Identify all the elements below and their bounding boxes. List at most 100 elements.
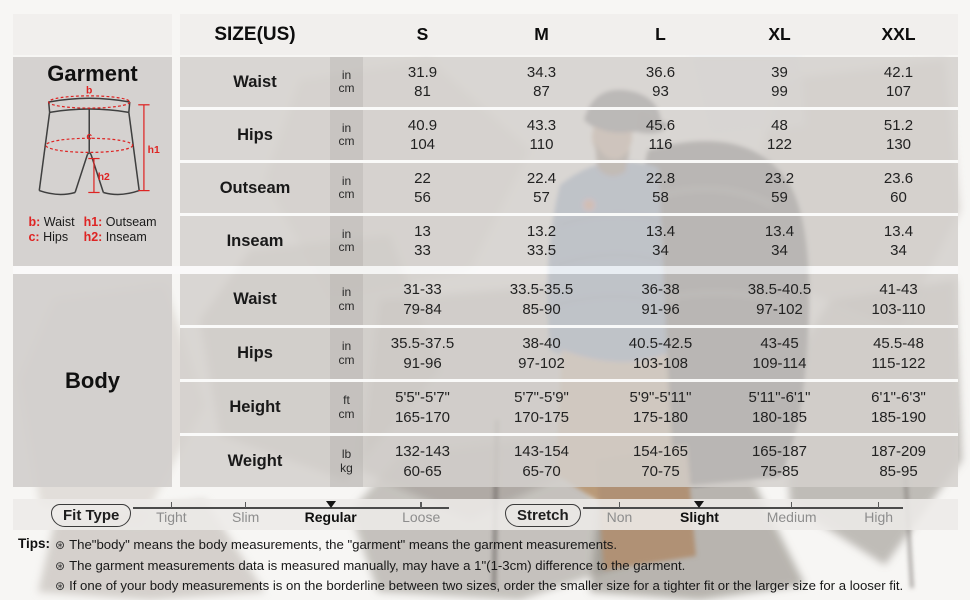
size-value-cell: 31.9 81 <box>363 57 482 107</box>
value-secondary: 56 <box>414 189 431 206</box>
size-value-cell: 5'9"-5'11" 175-180 <box>601 382 720 433</box>
size-value-cell: 5'11"-6'1" 180-185 <box>720 382 839 433</box>
value-secondary: 165-170 <box>394 408 451 426</box>
tick-icon <box>877 502 880 508</box>
legend-label: Outseam <box>105 215 157 229</box>
value-secondary: 57 <box>533 189 550 206</box>
value-secondary: 109-114 <box>752 354 807 372</box>
value-secondary: 122 <box>766 136 793 153</box>
fit-option: Loose <box>402 499 440 530</box>
size-value-cell: 34.3 87 <box>482 57 601 107</box>
value-primary: 154-165 <box>632 443 689 460</box>
size-value-cell: 143-154 65-70 <box>482 436 601 487</box>
size-value-cell: 13.4 34 <box>839 216 958 266</box>
value-secondary: 70-75 <box>641 462 680 480</box>
fit-option-label: Slight <box>680 509 719 525</box>
shorts-diagram: b c h1 h2 <box>38 85 160 196</box>
table-header-row: SIZE(US) S M L XL XXL <box>180 14 958 55</box>
value-secondary: 34 <box>771 242 788 259</box>
unit-cell: in cm <box>330 163 363 213</box>
fit-bar: Fit Type Tight Slim Regular Loose Stretch N… <box>13 499 958 530</box>
value-primary: 31.9 <box>407 63 438 81</box>
tip-text: The garment measurements data is measure… <box>69 557 686 573</box>
value-secondary: 180-185 <box>751 408 808 426</box>
value-primary: 35.5-37.5 <box>390 335 455 352</box>
size-value-cell: 165-187 75-85 <box>720 436 839 487</box>
bullet-icon: ⊛ <box>55 558 66 573</box>
size-value-cell: 35.5-37.5 91-96 <box>363 328 482 379</box>
value-primary: 38-40 <box>522 335 561 352</box>
size-value-cell: 154-165 70-75 <box>601 436 720 487</box>
unit-bottom: cm <box>338 187 355 201</box>
value-primary: 51.2 <box>883 116 914 134</box>
value-secondary: 91-96 <box>403 354 442 372</box>
value-secondary: 115-122 <box>871 354 926 372</box>
scale-track-line <box>582 507 903 509</box>
unit-cell: in cm <box>330 57 363 107</box>
fit-type-scale: Fit Type Tight Slim Regular Loose <box>51 499 463 530</box>
size-value-cell: 39 99 <box>720 57 839 107</box>
fit-option: Tight <box>156 499 187 530</box>
value-secondary: 97-102 <box>756 300 803 318</box>
measurement-label: Waist <box>233 290 277 308</box>
value-primary: 42.1 <box>883 63 914 81</box>
value-primary: 45.6 <box>645 116 676 134</box>
value-secondary: 65-70 <box>522 462 561 480</box>
value-primary: 23.6 <box>883 169 914 187</box>
value-primary: 39 <box>771 63 788 81</box>
value-secondary: 91-96 <box>641 300 680 318</box>
tick-icon <box>244 502 247 508</box>
value-primary: 40.9 <box>407 116 438 134</box>
value-primary: 13.4 <box>883 222 914 240</box>
value-secondary: 99 <box>771 83 788 100</box>
unit-bottom: kg <box>340 460 353 475</box>
value-primary: 33.5-35.5 <box>509 281 574 298</box>
value-secondary: 85-90 <box>522 300 561 318</box>
unit-bottom: cm <box>338 406 355 421</box>
selected-marker-icon <box>325 501 336 508</box>
value-secondary: 59 <box>771 189 788 206</box>
legend-item-hips: c: Hips <box>28 230 74 245</box>
fit-option-label: Medium <box>766 509 817 525</box>
legend-key: h2: <box>83 230 103 244</box>
unit-cell: in cm <box>330 328 363 379</box>
value-secondary: 170-175 <box>513 408 570 426</box>
tips-list: ⊛ The"body" means the body measurements, … <box>55 535 962 597</box>
value-secondary: 34 <box>890 242 907 259</box>
value-primary: 40.5-42.5 <box>628 335 693 352</box>
legend-item-waist: b: Waist <box>28 215 74 230</box>
size-value-cell: 13 33 <box>363 216 482 266</box>
value-primary: 23.2 <box>764 169 795 187</box>
unit-top: ft <box>343 393 350 407</box>
garment-panel: Garment <box>13 57 172 266</box>
size-value-cell: 43-45 109-114 <box>720 328 839 379</box>
value-secondary: 34 <box>652 242 669 259</box>
measurement-label: Hips <box>237 125 273 144</box>
fit-type-pill: Fit Type <box>51 503 132 527</box>
value-secondary: 33 <box>414 242 431 259</box>
value-primary: 13.4 <box>764 222 795 240</box>
fit-option: Slight <box>680 499 719 530</box>
size-value-cell: 36.6 93 <box>601 57 720 107</box>
value-secondary: 107 <box>885 83 912 100</box>
size-value-cell: 13.4 34 <box>601 216 720 266</box>
fit-option: Regular <box>305 499 357 530</box>
value-primary: 43.3 <box>526 116 557 134</box>
value-secondary: 103-108 <box>632 354 689 372</box>
size-col-header-s: S <box>416 24 429 44</box>
fit-option-label: Tight <box>156 509 187 525</box>
body-panel: Body <box>13 274 172 487</box>
garment-table: Waist in cm 31.9 81 34.3 87 36.6 93 39 99 42.1 107 Hi… <box>180 57 958 266</box>
unit-top: lb <box>341 447 352 461</box>
size-value-cell: 36-38 91-96 <box>601 274 720 325</box>
measurement-label: Hips <box>237 344 273 362</box>
tip-item: ⊛ The garment measurements data is measur… <box>55 556 962 577</box>
value-secondary: 93 <box>652 83 669 100</box>
diagram-legend: b: Waist h1: Outseam c: Hips h2: Inseam <box>28 215 156 245</box>
size-value-cell: 187-209 85-95 <box>839 436 958 487</box>
tick-icon <box>420 502 422 508</box>
value-secondary: 58 <box>652 189 669 206</box>
table-row: Outseam in cm 22 56 22.4 57 22.8 58 23.2 59 23.6 60 <box>180 163 958 216</box>
table-row: Hips in cm 40.9 104 43.3 110 45.6 116 48 122 51.2 13… <box>180 110 958 163</box>
unit-bottom: cm <box>338 240 355 254</box>
